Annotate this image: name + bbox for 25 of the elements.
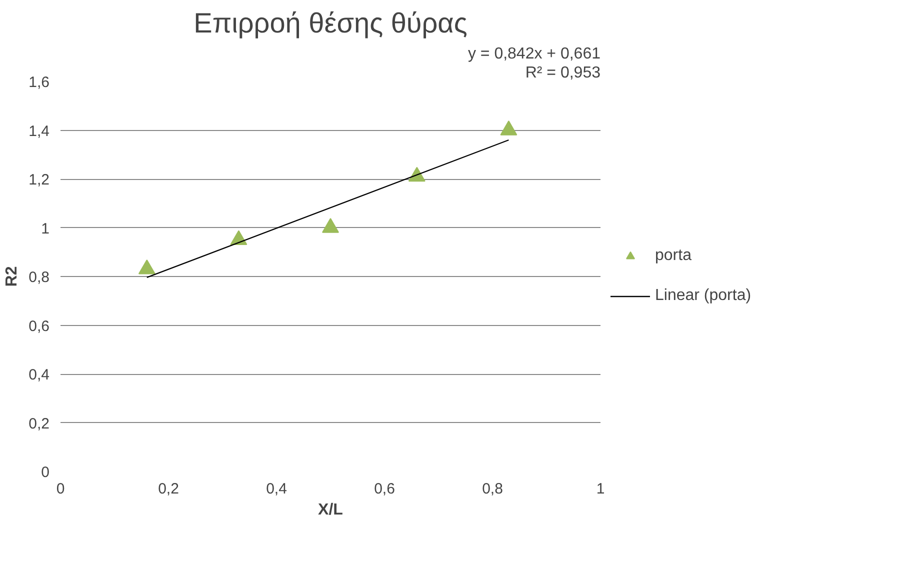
x-tick-label: 0,4 [266, 480, 287, 498]
y-tick-label: 1,2 [28, 172, 50, 188]
text: R² = 0,953 [525, 64, 601, 82]
point [322, 218, 339, 233]
y-tick-label: 1,4 [28, 122, 50, 140]
y-tick-label: 0,8 [28, 269, 50, 286]
x-tick-label: 1 [596, 480, 605, 498]
x-tick-label: 0 [56, 480, 65, 498]
y-tick-label: 1 [41, 220, 50, 238]
point [138, 259, 156, 274]
y-tick-label: 1,6 [28, 74, 50, 91]
legend-label: Linear (porta) [655, 287, 752, 305]
text: y = 0,842x + 0,661 [468, 46, 601, 62]
x-tick-label: 0,6 [374, 480, 395, 498]
point [500, 120, 518, 136]
y-tick-label: 0,4 [28, 366, 50, 384]
legend-label: porta [655, 247, 692, 265]
y-tick-label: 0,2 [28, 415, 50, 432]
y-tick-label: 0 [41, 464, 50, 481]
x-tick-label: 0,8 [482, 480, 503, 498]
y-tick-label: 0,6 [28, 318, 50, 335]
y-axis-title: R2 [4, 266, 21, 287]
chart-title: Επιρροή θέσης θύρας [194, 8, 468, 38]
x-tick-label: 0,2 [158, 480, 179, 498]
x-axis-title: X/L [318, 502, 344, 518]
